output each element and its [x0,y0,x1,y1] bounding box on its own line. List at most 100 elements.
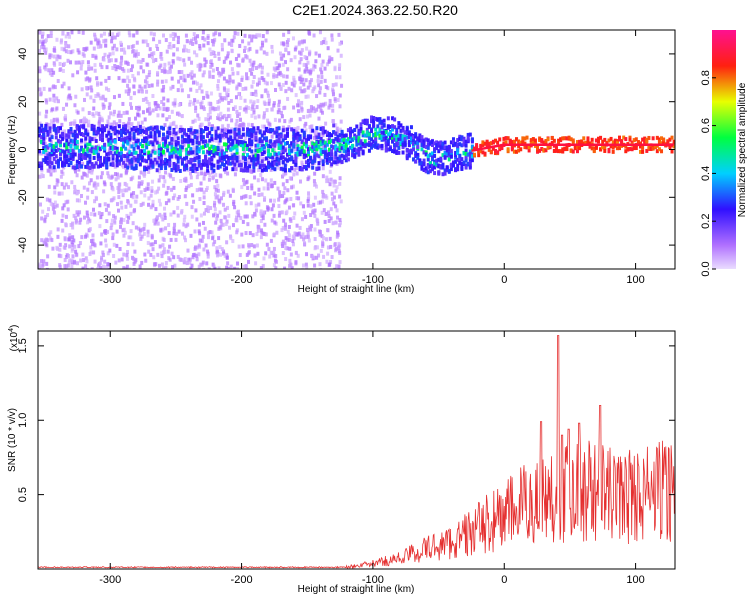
spectrogram-cell [180,208,184,213]
spectrogram-cell [227,213,231,218]
spectrogram-cell [209,91,213,96]
snr-y-scale-suffix: ) [9,325,20,328]
spectrogram-cell [293,47,297,52]
spectrogram-cell [182,167,186,172]
spectrogram-cell [303,241,307,246]
spectrogram-cell [229,264,233,269]
spectrogram-cell [138,124,142,129]
spectrogram-cell [260,163,264,168]
spectrogram-cell [483,151,487,156]
spectrogram-cell [418,133,422,138]
spectrogram-cell [236,31,240,36]
spectrogram-cell [119,151,123,156]
spectrogram-cell [64,34,68,39]
spectrogram-cell [294,162,298,167]
spectrogram-cell [198,197,202,202]
spectrogram-cell [43,48,47,53]
spectrogram-cell [257,64,261,69]
spectrogram-cell [187,128,191,133]
spectrogram-cell [485,143,489,148]
spectrogram-cell [300,139,304,144]
spectrogram-cell [46,145,50,150]
spectrogram-cell [422,158,426,163]
spectrogram-cell [195,53,199,58]
spectrogram-cell [149,150,153,155]
spectrogram-cell [161,132,165,137]
spectrogram-cell [281,243,285,248]
spectrogram-cell [61,206,65,211]
spectrogram-cell [304,153,308,158]
spectrogram-cell [161,160,165,165]
spectrogram-cell [643,138,647,143]
spectrogram-cell [306,230,310,235]
spectrogram-cell [289,196,293,201]
spectrogram-cell [42,130,46,135]
spectrogram-cell [170,148,174,153]
spectrogram-cell [338,127,342,132]
spectrogram-cell [456,157,460,162]
spectrogram-cell [109,58,113,63]
spectrogram-cell [249,62,253,67]
spectrogram-cell [126,157,130,162]
spectrogram-cell [84,85,88,90]
spectrogram-cell [107,142,111,147]
spectrogram-cell [79,66,83,71]
spectrogram-cell [67,94,71,99]
spectrogram-cell [247,251,251,256]
spectrogram-cell [264,128,268,133]
spectrogram-cell [426,154,430,159]
spectrogram-cell [154,106,158,111]
spectrogram-cell [129,235,133,240]
spectrogram-cell [264,167,268,172]
spectrogram-cell [155,125,159,130]
spectrogram-cell [281,128,285,133]
spectrogram-cell [295,165,299,170]
spectrogram-cell [338,140,342,145]
spectrogram-cell [81,266,85,269]
spectrogram-cell [239,95,243,100]
spectrogram-cell [472,146,476,151]
spectrogram-cell [569,148,573,153]
spectrogram-cell [135,105,139,110]
spectrogram-cell [78,210,82,215]
spectrogram-cell [323,151,327,156]
spectrogram-cell [361,141,365,146]
spectrogram-cell [276,165,280,170]
spectrogram-cell [420,139,424,144]
spectrogram-cell [130,144,134,149]
spectrogram-cell [437,149,441,154]
spectrogram-cell [93,199,97,204]
spectrogram-cell [256,128,260,133]
spectrogram-cell [641,137,645,142]
spectrogram-cell [88,165,92,170]
spectrogram-cell [160,56,164,61]
spectrogram-cell [136,71,140,76]
spectrogram-cell [134,116,138,121]
spectrogram-cell [91,53,95,58]
spectrogram-cell [313,143,317,148]
spectrogram-cell [270,134,274,139]
spectrogram-cell [178,148,182,153]
spectrogram-cell [132,33,136,38]
spectrogram-cell [188,102,192,107]
spectrogram-cell [418,138,422,143]
spectrogram-cell [136,153,140,158]
spectrogram-cell [571,138,575,143]
spectrogram-cell [143,158,147,163]
spectrogram-cell [159,147,163,152]
spectrogram-cell [328,98,332,103]
spectrogram-cell [233,145,237,150]
spectrogram-cell [129,105,133,110]
spectrogram-cell [288,258,292,263]
spectrogram-cell [255,232,259,237]
spectrogram-cell [73,119,77,124]
spectrogram-cell [161,243,165,248]
spectrogram-cell [624,137,628,142]
spectrogram-cell [395,135,399,140]
spectrogram-cell [279,110,283,115]
spectrogram-cell [519,147,523,152]
spectrogram-cell [313,227,317,232]
spectrogram-cell [561,147,565,152]
spectrogram-cell [248,137,252,142]
spectrogram-cell [150,188,154,193]
